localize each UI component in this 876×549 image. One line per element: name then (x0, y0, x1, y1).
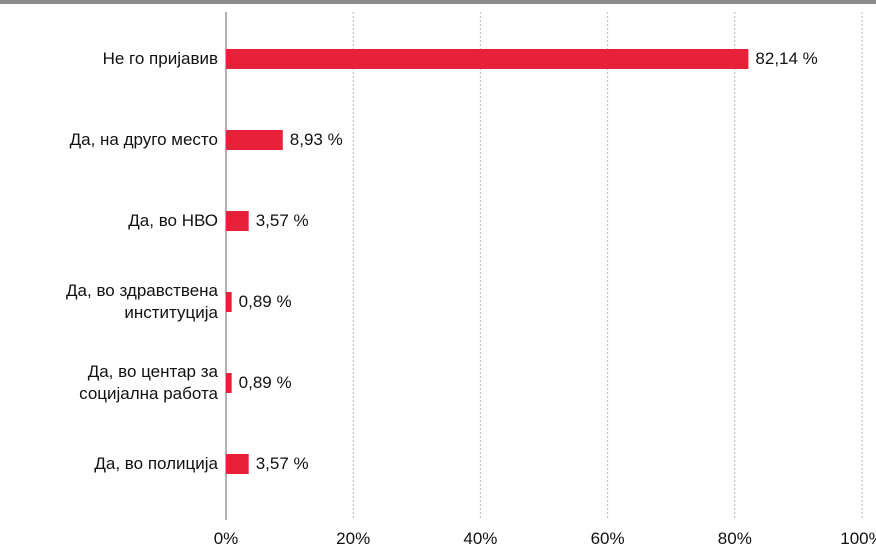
category-label: Да, во здравствена институција (66, 281, 218, 322)
x-tick-label: 20% (336, 529, 371, 548)
top-border (0, 0, 876, 4)
category-label: Да, во центар за социјална работа (79, 362, 218, 403)
bar (226, 373, 232, 393)
category-label: Да, во НВО (128, 211, 218, 230)
category-label: Да, во полиција (94, 454, 218, 473)
category-label: Не го пријавив (102, 49, 218, 68)
bar (226, 292, 232, 312)
value-label: 82,14 % (755, 49, 818, 68)
bar (226, 454, 249, 474)
value-label: 0,89 % (238, 373, 292, 392)
bar (226, 211, 249, 231)
x-tick-label: 40% (463, 529, 498, 548)
value-label: 8,93 % (289, 130, 343, 149)
bar (226, 49, 749, 69)
x-tick-label: 100% (840, 529, 876, 548)
bar (226, 130, 283, 150)
value-label: 0,89 % (238, 292, 292, 311)
x-tick-label: 80% (717, 529, 752, 548)
value-label: 3,57 % (255, 454, 309, 473)
category-label: Да, на друго место (69, 130, 218, 149)
x-tick-label: 0% (213, 529, 239, 548)
value-label: 3,57 % (255, 211, 309, 230)
x-tick-label: 60% (590, 529, 625, 548)
